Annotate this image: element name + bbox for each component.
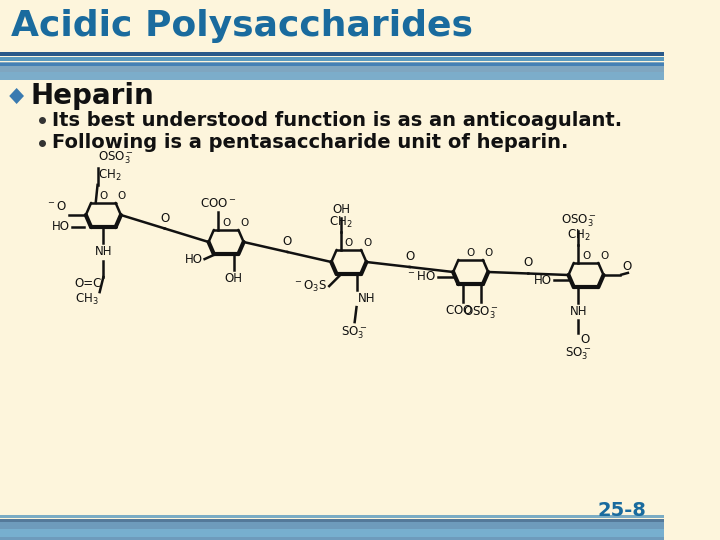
Text: O: O: [582, 251, 590, 261]
FancyBboxPatch shape: [0, 62, 665, 80]
FancyBboxPatch shape: [0, 515, 665, 518]
Text: O: O: [160, 212, 169, 225]
Text: O: O: [467, 248, 474, 258]
Text: O: O: [99, 191, 107, 201]
FancyBboxPatch shape: [0, 0, 665, 50]
Text: $^-$O: $^-$O: [46, 200, 68, 213]
Text: O=C: O=C: [74, 277, 102, 290]
Text: NH: NH: [94, 245, 112, 258]
Text: HO: HO: [534, 273, 552, 287]
FancyBboxPatch shape: [0, 52, 665, 56]
Text: Its best understood function is as an anticoagulant.: Its best understood function is as an an…: [52, 111, 622, 130]
Text: CH$_3$: CH$_3$: [75, 292, 99, 307]
Text: OSO$_3^-$: OSO$_3^-$: [99, 150, 134, 166]
Text: OSO$_3^-$: OSO$_3^-$: [560, 212, 596, 229]
Text: O: O: [580, 333, 590, 346]
Text: CH$_2$: CH$_2$: [99, 168, 122, 183]
Text: O: O: [222, 218, 230, 228]
Text: O: O: [283, 235, 292, 248]
Text: $^-$HO: $^-$HO: [407, 271, 436, 284]
Text: COO$^-$: COO$^-$: [445, 304, 481, 317]
FancyBboxPatch shape: [0, 519, 665, 522]
Text: NH: NH: [359, 292, 376, 305]
Text: Acidic Polysaccharides: Acidic Polysaccharides: [11, 9, 473, 43]
Text: SO$_3^-$: SO$_3^-$: [565, 345, 592, 362]
Polygon shape: [9, 88, 24, 104]
FancyBboxPatch shape: [0, 522, 665, 540]
Text: Heparin: Heparin: [30, 82, 154, 110]
FancyBboxPatch shape: [0, 72, 665, 80]
Text: OSO$_3^-$: OSO$_3^-$: [463, 304, 499, 321]
Text: HO: HO: [185, 253, 203, 266]
Text: O: O: [345, 238, 353, 248]
FancyBboxPatch shape: [0, 0, 665, 540]
Text: SO$_3^-$: SO$_3^-$: [341, 324, 367, 341]
Text: O: O: [622, 260, 631, 273]
Text: O: O: [523, 256, 533, 269]
FancyBboxPatch shape: [0, 529, 665, 537]
Text: O: O: [405, 250, 415, 263]
FancyBboxPatch shape: [0, 57, 665, 61]
Text: O: O: [240, 218, 248, 228]
Text: O: O: [117, 191, 126, 201]
Text: 25-8: 25-8: [597, 501, 646, 519]
Text: CH$_2$: CH$_2$: [567, 228, 590, 243]
Text: O: O: [485, 248, 493, 258]
Text: OH: OH: [225, 272, 243, 285]
Text: O: O: [363, 238, 372, 248]
Text: O: O: [600, 251, 608, 261]
Text: Following is a pentasaccharide unit of heparin.: Following is a pentasaccharide unit of h…: [52, 133, 568, 152]
Text: COO$^-$: COO$^-$: [200, 197, 237, 210]
Text: $^-$O$_3$S: $^-$O$_3$S: [293, 279, 328, 294]
Text: CH$_2$: CH$_2$: [329, 215, 353, 230]
Text: OH: OH: [332, 203, 350, 216]
Text: HO: HO: [52, 220, 70, 233]
FancyBboxPatch shape: [0, 63, 665, 66]
Text: NH: NH: [570, 305, 587, 318]
